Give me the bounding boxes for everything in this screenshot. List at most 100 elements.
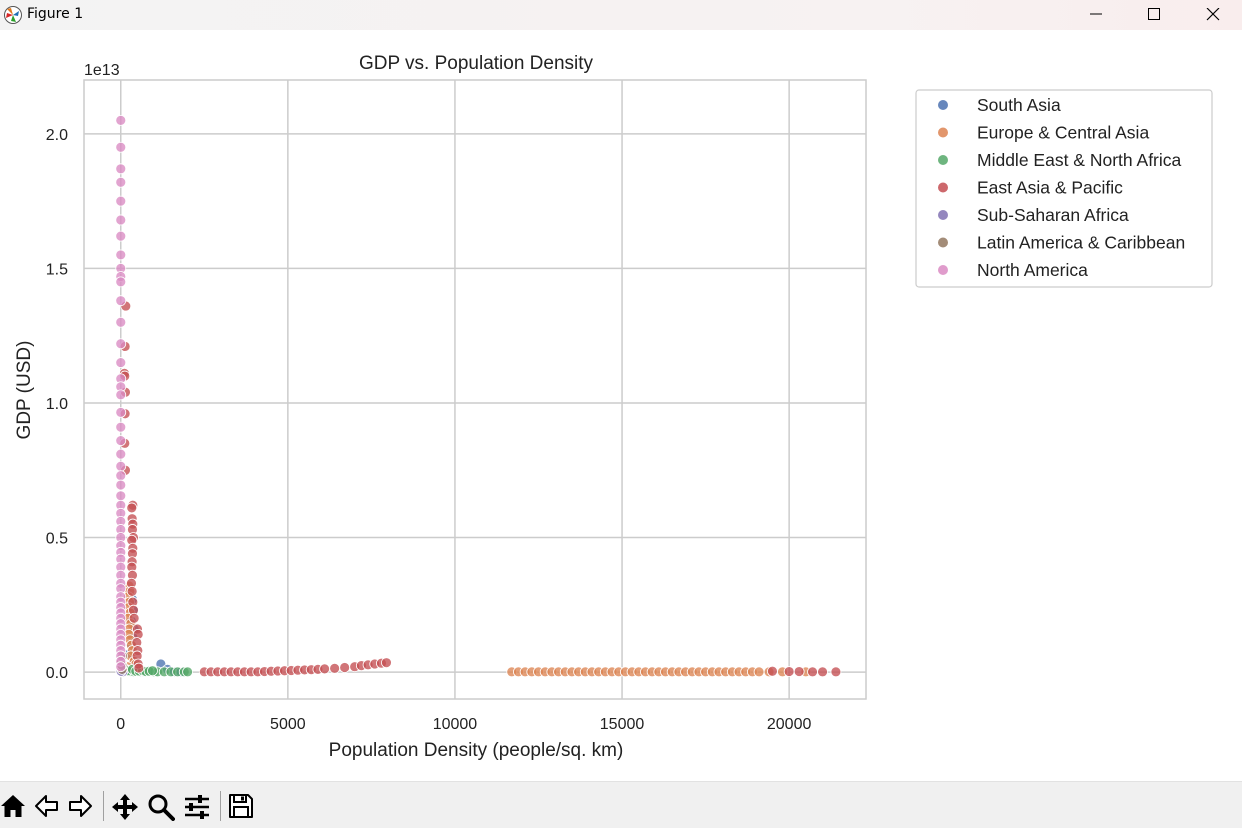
maximize-button[interactable] [1125, 0, 1183, 30]
navigation-toolbar [0, 781, 1242, 828]
x-axis-label: Population Density (people/sq. km) [329, 740, 624, 761]
point-east-asia-pacific [830, 666, 842, 678]
legend-label-sub-saharan-africa: Sub-Saharan Africa [977, 205, 1129, 225]
x-tick-label: 15000 [600, 716, 645, 733]
legend-label-latin-america-caribbean: Latin America & Caribbean [977, 233, 1185, 253]
x-tick-label: 5000 [270, 716, 306, 733]
x-tick-label: 20000 [767, 716, 812, 733]
legend-label-europe-central-asia: Europe & Central Asia [977, 123, 1149, 143]
forward-arrow-icon [69, 795, 92, 817]
point-north-america [115, 338, 127, 350]
point-east-asia-pacific [767, 665, 778, 677]
pan-button[interactable] [111, 793, 139, 821]
point-middle-east-north-africa [182, 666, 193, 678]
point-north-america [115, 479, 127, 491]
legend: South Asia Europe & Central Asia Middle Ea… [915, 89, 1213, 288]
figure-canvas[interactable]: 0 5000 10000 15000 20000 0.0 0.5 1.0 1.5 2.0 GDP… [0, 30, 1242, 780]
close-icon [1206, 8, 1220, 21]
point-east-asia-pacific [329, 662, 341, 674]
point-east-asia-pacific [339, 662, 351, 673]
y-tick-labels: 0.0 0.5 1.0 1.5 2.0 [46, 127, 68, 682]
minimize-button[interactable] [1067, 0, 1125, 30]
point-north-america [115, 357, 127, 368]
legend-marker-east-asia-pacific [938, 182, 948, 193]
legend-marker-europe-central-asia [938, 127, 948, 138]
chart-title: GDP vs. Population Density [359, 53, 594, 74]
pan-icon [112, 794, 138, 820]
point-north-america [115, 230, 127, 242]
legend-marker-middle-east-north-africa [938, 155, 948, 165]
point-north-america [115, 114, 127, 126]
point-north-america [115, 195, 127, 207]
point-north-america [115, 276, 127, 288]
point-east-asia-pacific [126, 585, 138, 597]
home-button[interactable] [0, 793, 28, 821]
home-icon [1, 795, 25, 817]
point-north-america [115, 490, 127, 502]
point-north-america [115, 421, 127, 433]
point-north-america [115, 470, 127, 482]
window-titlebar: Figure 1 [0, 0, 1242, 30]
y-tick-label: 0.5 [46, 531, 68, 548]
save-icon [229, 794, 253, 818]
toolbar-separator [220, 791, 221, 821]
point-north-america [115, 389, 127, 401]
point-north-america [115, 448, 127, 460]
close-button[interactable] [1184, 0, 1242, 30]
y-axis-label: GDP (USD) [14, 341, 35, 440]
legend-label-east-asia-pacific: East Asia & Pacific [977, 178, 1123, 198]
point-east-asia-pacific [319, 663, 331, 675]
zoom-icon [148, 794, 175, 821]
legend-label-north-america: North America [977, 260, 1088, 280]
point-east-asia-pacific [126, 502, 138, 514]
data-points [115, 114, 842, 678]
back-arrow-icon [35, 795, 58, 817]
toolbar-separator [103, 791, 104, 821]
minimize-icon [1090, 13, 1102, 15]
point-north-america [115, 249, 127, 261]
x-tick-labels: 0 5000 10000 15000 20000 [116, 716, 811, 733]
y-tick-label: 1.5 [46, 261, 68, 278]
configure-subplots-button[interactable] [183, 793, 211, 821]
point-north-america [115, 163, 127, 175]
point-east-asia-pacific [817, 666, 828, 678]
point-east-asia-pacific [381, 657, 392, 669]
point-east-asia-pacific [128, 612, 140, 624]
point-north-america [115, 176, 127, 188]
point-north-america [115, 661, 127, 673]
point-north-america [115, 141, 127, 153]
matplotlib-logo-icon [3, 5, 23, 25]
forward-button[interactable] [67, 793, 95, 821]
point-north-america [115, 460, 127, 472]
point-north-america [115, 406, 127, 418]
legend-label-middle-east-north-africa: Middle East & North Africa [977, 150, 1182, 170]
window-title: Figure 1 [27, 6, 84, 22]
y-tick-label: 1.0 [46, 396, 68, 413]
maximize-icon [1148, 8, 1160, 20]
save-button[interactable] [228, 793, 256, 821]
point-north-america [115, 295, 127, 307]
legend-marker-north-america [938, 265, 948, 275]
legend-box [915, 89, 1213, 288]
legend-marker-sub-saharan-africa [938, 210, 948, 220]
y-tick-label: 2.0 [46, 127, 68, 144]
back-button[interactable] [34, 793, 62, 821]
legend-marker-south-asia [938, 100, 948, 110]
point-east-asia-pacific [783, 666, 795, 677]
point-europe-central-asia [753, 666, 765, 678]
configure-subplots-icon [185, 795, 209, 819]
point-north-america [115, 214, 127, 226]
point-north-america [115, 435, 127, 447]
point-middle-east-north-africa [147, 665, 158, 677]
zoom-button[interactable] [147, 793, 175, 821]
scatter-chart: 0 5000 10000 15000 20000 0.0 0.5 1.0 1.5 2.0 GDP… [0, 30, 1242, 780]
x-tick-label: 0 [116, 716, 125, 733]
point-north-america [115, 316, 127, 328]
x-tick-label: 10000 [433, 716, 478, 733]
y-offset-label: 1e13 [84, 62, 120, 79]
point-east-asia-pacific [133, 662, 145, 674]
plot-frame [83, 79, 867, 700]
point-east-asia-pacific [807, 666, 818, 678]
legend-label-south-asia: South Asia [977, 95, 1061, 115]
point-east-asia-pacific [793, 666, 805, 677]
